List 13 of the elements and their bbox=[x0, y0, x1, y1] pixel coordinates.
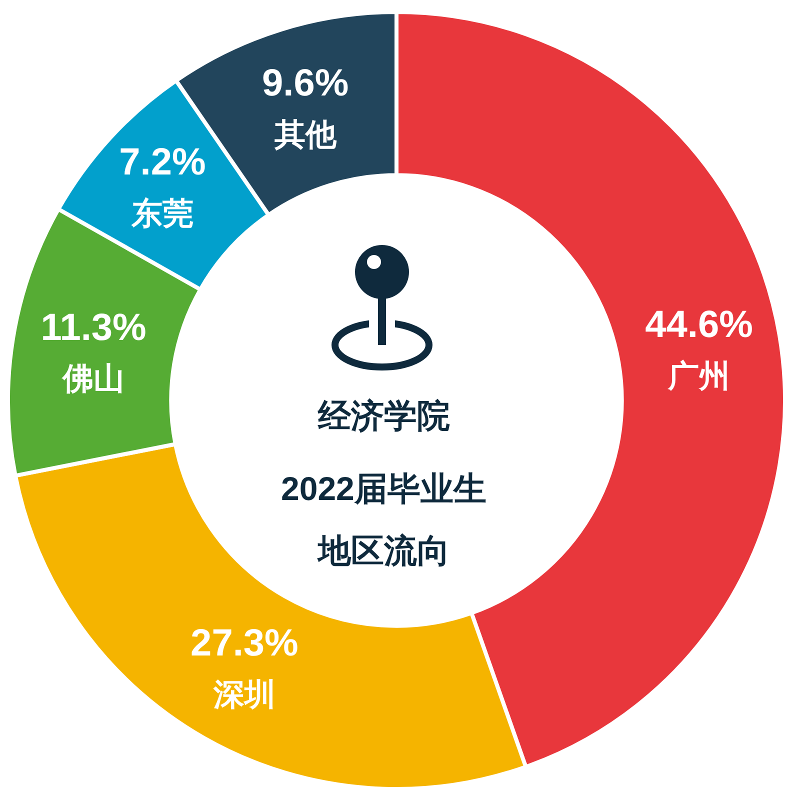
slice-label: 东莞 bbox=[130, 196, 194, 231]
slice-label: 广州 bbox=[667, 358, 730, 394]
text: 经济学院 bbox=[317, 397, 450, 434]
data-label: 9.6% bbox=[262, 62, 349, 105]
data-label: 11.3% bbox=[40, 306, 146, 349]
data-label: 44.6% bbox=[645, 304, 753, 346]
text: 2022届毕业生 bbox=[281, 470, 486, 507]
slice-label: 其他 bbox=[273, 117, 338, 152]
slice-label: 深圳 bbox=[212, 676, 276, 712]
text: 地区流向 bbox=[316, 532, 450, 569]
data-label: 7.2% bbox=[119, 141, 206, 184]
data-label: 27.3% bbox=[190, 622, 298, 664]
slice-label: 佛山 bbox=[62, 361, 125, 396]
